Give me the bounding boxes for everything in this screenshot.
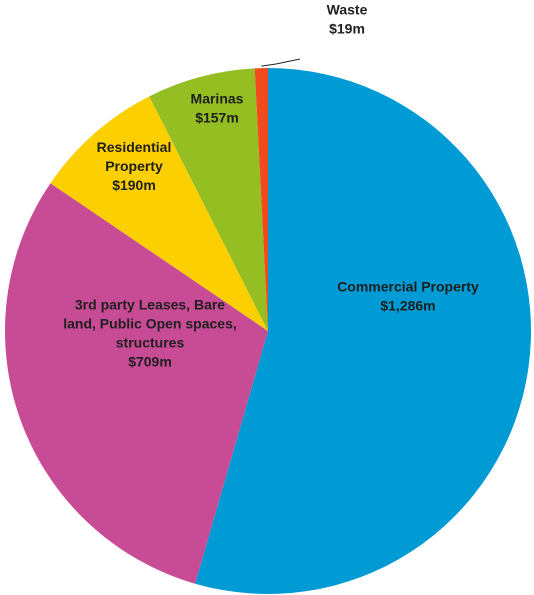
pie-slice-marinas	[149, 68, 268, 331]
slice-label-line: Residential	[97, 139, 172, 155]
slice-label-line: Marinas	[191, 91, 244, 107]
slice-label-line: $19m	[329, 21, 365, 37]
slice-label-line: land, Public Open spaces,	[63, 316, 237, 332]
slice-label-line: 3rd party Leases, Bare	[75, 297, 225, 313]
pie-labels: Commercial Property $1,286m 3rd party Leas…	[63, 2, 479, 370]
pie-slices	[5, 68, 532, 594]
slice-label-3: Residential Property $190m	[97, 139, 172, 193]
slice-label-5: Waste $19m	[327, 2, 368, 37]
slice-label-line: $157m	[195, 110, 239, 126]
slice-label-line: Property	[105, 158, 163, 174]
pie-slice-residential-property	[50, 96, 269, 331]
slice-label-line: structures	[116, 335, 185, 351]
slice-label-4: Marinas $157m	[191, 91, 244, 126]
slice-label-line: $709m	[128, 354, 172, 370]
slice-label-line: $190m	[112, 177, 156, 193]
leader-line-waste	[261, 58, 301, 67]
slice-label-line: Commercial Property	[337, 279, 479, 295]
pie-slice-3rd-party-leases-bare-land-public-open-spaces-structures	[5, 183, 269, 584]
pie-slice-waste	[254, 68, 268, 331]
slice-label-line: $1,286m	[380, 298, 435, 314]
slice-label-2: 3rd party Leases, Bare land, Public Open …	[63, 297, 237, 370]
pie-slice-commercial-property	[195, 68, 532, 594]
slice-label-line: Waste	[327, 2, 368, 18]
slice-label-1: Commercial Property $1,286m	[337, 279, 479, 314]
